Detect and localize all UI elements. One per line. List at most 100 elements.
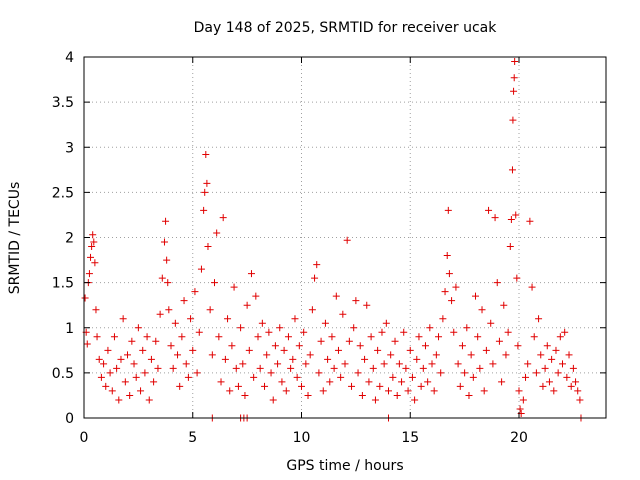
data-point — [200, 206, 208, 214]
data-point — [491, 214, 499, 222]
data-point — [189, 346, 197, 354]
data-point — [508, 166, 516, 174]
data-point — [439, 315, 447, 323]
data-point — [228, 342, 236, 350]
x-tick-label: 0 — [80, 430, 89, 446]
data-point — [93, 333, 101, 341]
data-point — [548, 355, 556, 363]
data-point — [463, 324, 471, 332]
data-point — [430, 387, 438, 395]
data-point — [311, 274, 319, 282]
data-point — [206, 306, 214, 314]
data-point — [317, 337, 325, 345]
data-point — [441, 288, 449, 296]
data-point — [363, 301, 371, 309]
data-point — [574, 387, 582, 395]
data-point — [267, 369, 275, 377]
chart-grid — [84, 57, 606, 418]
data-point — [306, 351, 314, 359]
data-point — [224, 315, 232, 323]
data-point — [498, 378, 506, 386]
data-point — [528, 283, 536, 291]
data-point — [428, 360, 436, 368]
data-point — [247, 270, 255, 278]
data-point — [193, 369, 201, 377]
data-point — [513, 274, 521, 282]
data-point — [100, 360, 108, 368]
data-point — [226, 387, 234, 395]
data-point — [545, 378, 553, 386]
data-point — [92, 306, 100, 314]
data-point — [565, 351, 573, 359]
data-point — [469, 373, 477, 381]
data-point — [369, 364, 377, 372]
data-point — [493, 279, 501, 287]
data-point — [480, 387, 488, 395]
data-point — [334, 346, 342, 354]
data-point — [180, 297, 188, 305]
data-point — [191, 288, 199, 296]
data-point — [121, 378, 129, 386]
data-point — [245, 346, 253, 354]
data-point — [485, 206, 493, 214]
chart-title: Day 148 of 2025, SRMTID for receiver uca… — [194, 20, 498, 36]
data-point — [424, 378, 432, 386]
data-point — [345, 337, 353, 345]
data-point — [522, 373, 530, 381]
data-point — [380, 360, 388, 368]
data-point — [556, 333, 564, 341]
data-point — [213, 229, 221, 237]
data-point — [171, 319, 179, 327]
data-point — [141, 369, 149, 377]
data-point — [559, 360, 566, 368]
data-point — [117, 355, 125, 363]
data-point — [514, 342, 522, 350]
data-point — [421, 342, 429, 350]
data-point — [302, 360, 310, 368]
data-point — [230, 283, 238, 291]
data-point — [95, 355, 103, 363]
data-point — [341, 360, 349, 368]
data-point — [506, 243, 514, 251]
x-axis-label: GPS time / hours — [286, 458, 403, 474]
data-point — [197, 265, 205, 273]
data-point — [476, 364, 484, 372]
data-point — [415, 333, 423, 341]
data-point — [478, 306, 486, 314]
data-point — [509, 116, 517, 124]
data-point — [90, 238, 98, 246]
data-point — [130, 360, 138, 368]
data-point — [241, 391, 249, 399]
data-point — [154, 364, 162, 372]
x-tick-label: 5 — [188, 430, 197, 446]
data-point — [487, 319, 495, 327]
data-point — [254, 333, 262, 341]
data-point — [356, 342, 364, 350]
data-point — [293, 373, 301, 381]
data-point — [163, 256, 171, 264]
data-point — [389, 373, 397, 381]
data-point — [510, 74, 518, 82]
data-point — [221, 355, 229, 363]
data-point — [265, 328, 273, 336]
data-point — [563, 373, 571, 381]
data-point — [162, 217, 170, 225]
data-point — [219, 214, 227, 222]
data-point — [411, 396, 419, 404]
data-point — [201, 188, 209, 196]
data-point — [237, 324, 245, 332]
data-point — [489, 360, 497, 368]
data-point — [393, 391, 401, 399]
x-tick-label: 20 — [510, 430, 528, 446]
data-point — [495, 337, 503, 345]
data-point — [452, 283, 460, 291]
data-point — [550, 387, 558, 395]
y-tick-label: 0.5 — [52, 366, 74, 382]
data-point — [445, 270, 453, 278]
data-point — [271, 342, 279, 350]
data-point — [106, 369, 114, 377]
data-point — [304, 391, 312, 399]
data-point — [119, 315, 127, 323]
y-tick-label: 1.5 — [52, 276, 74, 292]
